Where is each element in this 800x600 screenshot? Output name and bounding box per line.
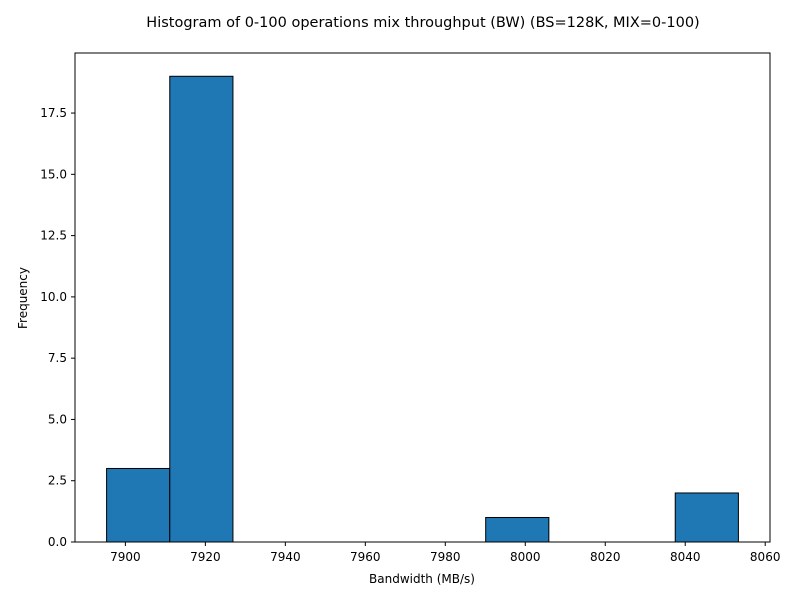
- x-tick-label: 8060: [750, 550, 781, 564]
- x-tick-label: 8020: [590, 550, 621, 564]
- histogram-bar-1: [169, 75, 234, 543]
- chart-title: Histogram of 0-100 operations mix throug…: [146, 15, 699, 31]
- x-tick-label: 7940: [270, 550, 301, 564]
- plot-area-frame: [74, 52, 771, 543]
- y-tick-label: 15.0: [40, 167, 67, 181]
- y-tick-label: 7.5: [48, 351, 67, 365]
- y-tick-label: 5.0: [48, 412, 67, 426]
- x-tick-label: 7960: [350, 550, 381, 564]
- y-tick-label: 12.5: [40, 229, 67, 243]
- y-tick-label: 10.0: [40, 290, 67, 304]
- y-axis-label: Frequency: [16, 267, 30, 329]
- x-tick-label: 7980: [430, 550, 461, 564]
- y-tick-label: 17.5: [40, 106, 67, 120]
- histogram-bar-0: [106, 467, 171, 543]
- histogram-bar-6: [485, 516, 550, 543]
- y-tick-label: 0.0: [48, 535, 67, 549]
- x-tick-label: 7900: [110, 550, 141, 564]
- x-axis-ticks: 7900 7920 7940 7960 7980 8000 8020 8040 8060: [110, 542, 780, 564]
- x-tick-label: 7920: [190, 550, 221, 564]
- y-tick-label: 2.5: [48, 474, 67, 488]
- y-axis-ticks: 0.0 2.5 5.0 7.5 10.0 12.5 15.0 17.5: [40, 106, 75, 549]
- bars-group: [106, 75, 739, 543]
- x-axis-label: Bandwidth (MB/s): [369, 572, 475, 586]
- histogram-bar-9: [674, 492, 739, 543]
- x-tick-label: 8040: [670, 550, 701, 564]
- x-tick-label: 8000: [510, 550, 541, 564]
